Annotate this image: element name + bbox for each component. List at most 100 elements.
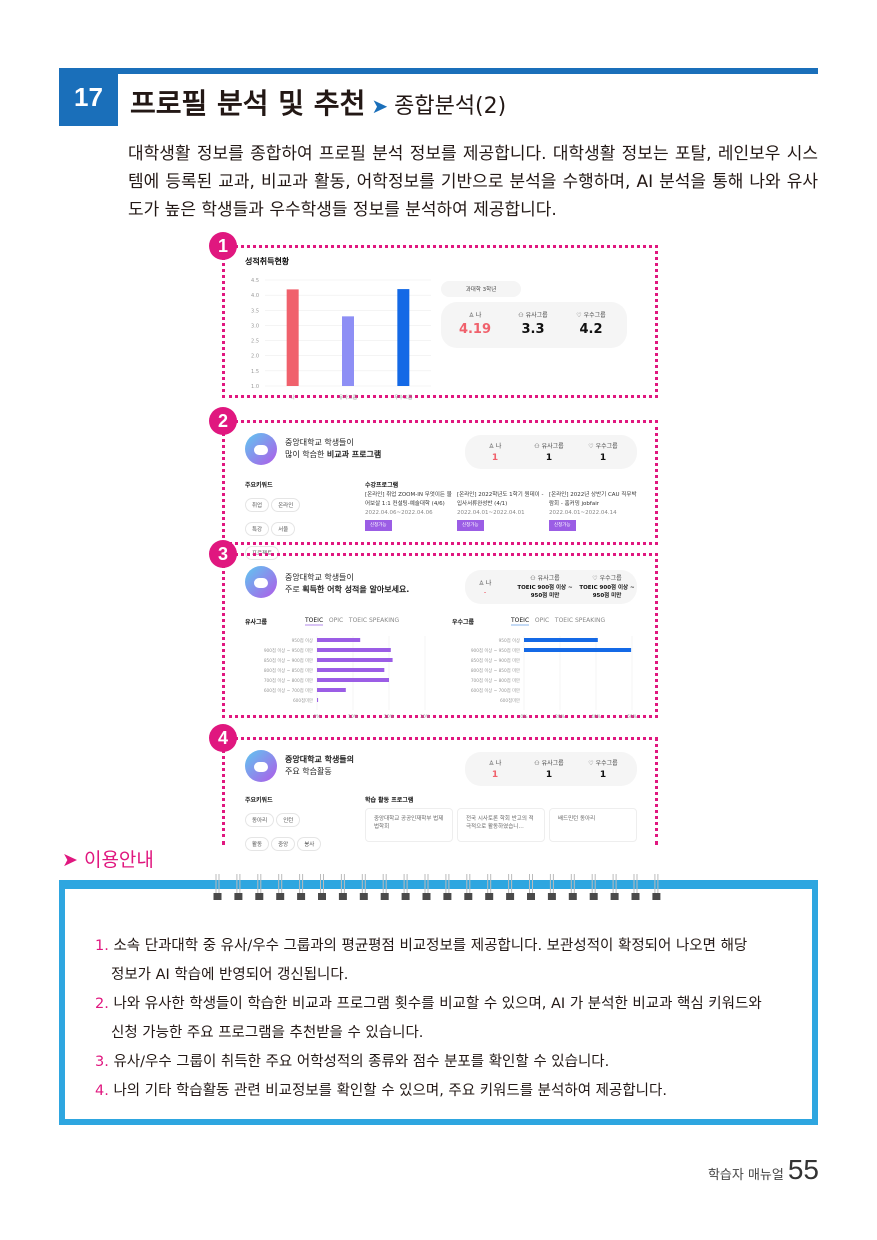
tab-toeic-speaking[interactable]: TOEIC SPEAKING [348, 617, 400, 624]
program-item[interactable]: [온라인] 2022학년도 1학기 원데이 - 입사서류완성반 (4/1) 202… [457, 491, 545, 531]
keywords-label: 주요키워드 [245, 482, 273, 489]
ai-avatar [245, 433, 277, 465]
tabs-top: TOEIC OPIC TOEIC SPEAKING [511, 617, 606, 626]
program-title: [온라인] 취업 ZOOM-IN 무엇이든 물어보살 1:1 컨설팅-예술대학 … [365, 492, 452, 507]
x-tick-label: 60% [627, 714, 638, 718]
apply-button[interactable]: 신청가능 [549, 520, 576, 531]
activity-card[interactable]: 전국 시사토론 학회 반고의 적극적으로 활동하였습니… [457, 808, 545, 842]
page-footer: 학습자 매뉴얼 55 [708, 1154, 819, 1186]
y-tick-label: 3.5 [251, 308, 259, 314]
ring-hole [422, 893, 431, 900]
apply-button[interactable]: 신청가능 [365, 520, 392, 531]
bar [317, 658, 393, 662]
heading-emph: 비교과 프로그램 [326, 450, 382, 459]
stats-panel: ♙ 나- ⚇ 유사그룹 TOEIC 900점 이상 ~ 950점 미만 ♡ 우수그… [465, 570, 637, 604]
tab-toeic[interactable]: TOEIC [511, 617, 530, 626]
stat-value: TOEIC 900점 이상 ~ 950점 미만 [579, 585, 635, 599]
bar [317, 638, 361, 642]
section-grade: 1 성적취득현황 1.0 1.5 2.0 2.5 3.0 3.5 4.0 4.5 나 유사그룹 우수… [209, 232, 658, 400]
y-tick-label: 600점미만 [293, 697, 313, 704]
similar-language-chart: 0% 10% 20% 30% 950점 이상 900점 이상 ~ 950점 미만 850점 … [264, 636, 431, 718]
heading-line: 많이 학습한 [285, 450, 327, 459]
title-main: 프로필 분석 및 추천 [130, 87, 366, 120]
stats-panel: ♙ 나 4.19 ⚇ 유사그룹 3.3 ♡ 우수그룹 4.2 [441, 302, 627, 348]
stat-value: TOEIC 900점 이상 ~ 950점 미만 [517, 585, 573, 599]
tab-toeic-speaking[interactable]: TOEIC SPEAKING [554, 617, 606, 624]
stat-value: 1 [545, 453, 553, 463]
stat-value: 1 [545, 770, 553, 780]
ring-hole [401, 893, 410, 900]
y-tick-label: 900점 이상 ~ 950점 미만 [471, 647, 520, 654]
year-filter[interactable]: 과대학 3학년 [441, 281, 521, 297]
section-language: 3 중앙대학교 학생들이 주로 획득한 어학 성적을 알아보세요. ♙ 나- ⚇ … [209, 540, 658, 718]
x-tick-label: 30% [420, 714, 431, 718]
keyword-chip[interactable]: 봉사 [297, 837, 322, 851]
stat-value: 1 [599, 770, 607, 780]
stat-label: 유사그룹 [541, 443, 564, 450]
stat-label: 우수그룹 [599, 575, 622, 582]
stat-label: 유사그룹 [525, 312, 548, 319]
section-heading: 중앙대학교 학생들의 주요 학습활동 [285, 754, 354, 778]
header-rule [118, 68, 818, 74]
stat-top: ♡ 우수그룹 4.2 [561, 310, 621, 337]
bar [524, 638, 598, 642]
y-tick-label: 600점 이상 ~ 700점 미만 [264, 687, 313, 694]
stat-value: 3.3 [521, 322, 545, 337]
users-icon: ⚇ [518, 312, 524, 319]
item-number: 2. [95, 996, 109, 1012]
stat-me: ♙ 나 4.19 [445, 310, 505, 337]
stat-label: 나 [475, 312, 482, 319]
program-title: [온라인] 2022년 상반기 CAU 직무박람회 - 홈커밍 jobfair [549, 492, 637, 507]
stat-value: 1 [599, 453, 607, 463]
keyword-chip[interactable]: 동아리 [245, 813, 275, 827]
ring-hole [359, 893, 368, 900]
bar [317, 668, 385, 672]
ring-hole [631, 893, 640, 900]
stat-value: - [483, 590, 487, 596]
ring-hole [527, 893, 535, 900]
guide-box [59, 880, 818, 1125]
y-tick-label: 950점 이상 [292, 637, 313, 644]
stat-label: 우수그룹 [595, 760, 618, 767]
stat-value: 1 [491, 453, 499, 463]
stat-value: 4.2 [579, 322, 603, 337]
heading-line: 중앙대학교 학생들이 [285, 438, 354, 447]
keyword-chip[interactable]: 서울 [271, 522, 296, 536]
keyword-chip[interactable]: 중앙 [271, 837, 296, 851]
item-text: 정보가 AI 학습에 반영되어 갱신됩니다. [111, 967, 349, 983]
activity-card[interactable]: 배드민턴 동아리 [549, 808, 637, 842]
x-tick-label: 20% [555, 714, 566, 718]
tab-opic[interactable]: OPIC [534, 617, 550, 624]
y-tick-label: 4.5 [251, 278, 259, 284]
stat-top: ♡ 우수그룹 1 [573, 441, 633, 463]
activity-card[interactable]: 중앙대학교 공공인재학부 법제법학회 [365, 808, 453, 842]
page-number: 55 [787, 1154, 819, 1185]
title-sub: 종합분석(2) [394, 94, 507, 119]
stat-label: 유사그룹 [537, 575, 560, 582]
ring-hole [589, 893, 598, 900]
ring-hole [234, 893, 243, 900]
programs-label: 수강프로그램 [365, 482, 399, 489]
keyword-chip[interactable]: 특강 [245, 522, 270, 536]
stat-top: ♡ 우수그룹 TOEIC 900점 이상 ~ 950점 미만 [575, 573, 639, 599]
keyword-chip[interactable]: 취업 [245, 498, 270, 512]
top-group-label: 우수그룹 [452, 619, 475, 626]
tab-toeic[interactable]: TOEIC [305, 617, 324, 626]
program-item[interactable]: [온라인] 2022년 상반기 CAU 직무박람회 - 홈커밍 jobfair 2… [549, 491, 637, 531]
keyword-chip[interactable]: 활동 [245, 837, 270, 851]
apply-button[interactable]: 신청가능 [457, 520, 484, 531]
y-tick-label: 850점 이상 ~ 900점 미만 [471, 657, 520, 664]
y-tick-label: 3.0 [251, 323, 259, 329]
keyword-chip[interactable]: 인턴 [276, 813, 301, 827]
keyword-chip[interactable]: 온라인 [271, 498, 301, 512]
stat-similar: ⚇ 유사그룹 1 [519, 441, 579, 463]
item-text: 유사/우수 그룹이 취득한 주요 어학성적의 종류와 점수 분포를 확인할 수 … [113, 1054, 610, 1070]
item-number: 1. [95, 938, 109, 954]
heading-line: 중앙대학교 학생들의 [285, 755, 355, 764]
item-text: 신청 가능한 주요 프로그램을 추천받을 수 있습니다. [111, 1025, 424, 1041]
tab-opic[interactable]: OPIC [328, 617, 344, 624]
program-item[interactable]: [온라인] 취업 ZOOM-IN 무엇이든 물어보살 1:1 컨설팅-예술대학 … [365, 491, 453, 531]
ring-hole [464, 893, 473, 900]
ring-hole [276, 893, 285, 900]
